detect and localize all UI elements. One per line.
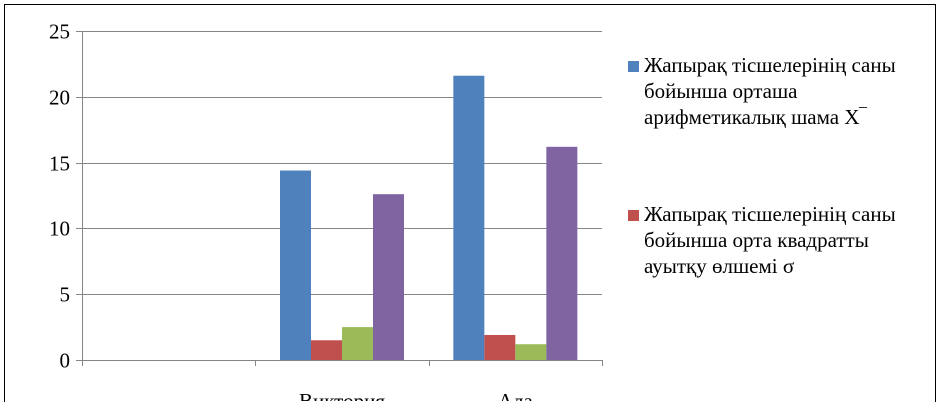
legend: Жапырақ тісшелерінің саны бойынша орташа… — [628, 52, 928, 279]
chart-frame — [4, 4, 936, 402]
axes — [76, 31, 603, 366]
bar — [280, 170, 311, 360]
bar — [515, 344, 547, 360]
y-tick-label: 25 — [49, 20, 70, 44]
bar — [373, 194, 404, 360]
bar — [453, 75, 485, 360]
y-tick-label: 5 — [60, 283, 71, 307]
legend-label-mean: Жапырақ тісшелерінің саны бойынша орташа… — [644, 53, 896, 129]
legend-swatch-std — [628, 210, 639, 221]
y-tick-label: 10 — [49, 217, 70, 241]
legend-label-std: Жапырақ тісшелерінің саны бойынша орта к… — [644, 202, 896, 278]
gridlines — [82, 31, 602, 295]
x-category-label: Виктория — [299, 389, 385, 401]
y-tick-labels: 0 5 10 15 20 25 — [49, 20, 70, 373]
bar — [311, 340, 342, 360]
bar — [342, 327, 373, 360]
bars — [280, 75, 578, 360]
y-tick-label: 0 — [60, 349, 71, 373]
x-category-labels: Виктория Ала — [299, 389, 533, 401]
legend-item-mean: Жапырақ тісшелерінің саны бойынша орташа… — [628, 52, 928, 130]
legend-item-std: Жапырақ тісшелерінің саны бойынша орта к… — [628, 201, 928, 279]
bar — [484, 334, 516, 360]
y-tick-label: 15 — [49, 152, 70, 176]
bar — [546, 146, 578, 360]
x-category-label: Ала — [498, 389, 534, 401]
legend-swatch-mean — [628, 61, 639, 72]
y-tick-label: 20 — [49, 86, 70, 110]
